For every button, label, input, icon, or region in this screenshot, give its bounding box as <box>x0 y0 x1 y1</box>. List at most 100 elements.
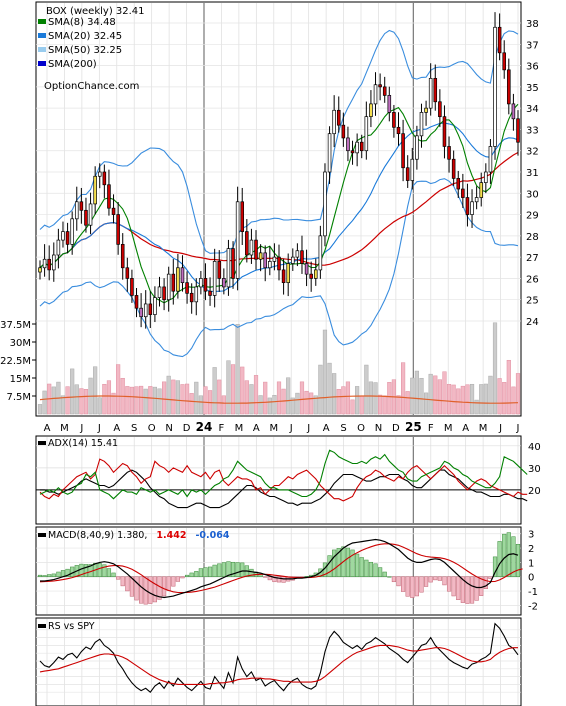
candle-body <box>392 112 396 128</box>
candle-body <box>378 84 382 88</box>
candle-body <box>309 273 313 279</box>
volume-bar <box>465 384 470 415</box>
macd-histogram-bar <box>157 576 162 600</box>
macd-histogram-bar <box>332 549 337 577</box>
volume-bar <box>70 368 75 415</box>
candle-body <box>171 273 176 292</box>
macd-histogram-bar <box>474 576 479 601</box>
macd-tick-label: 3 <box>528 530 534 541</box>
macd-histogram-bar <box>139 576 144 604</box>
volume-bar <box>290 397 295 415</box>
candle-body <box>291 256 295 264</box>
macd-histogram-bar <box>56 571 61 577</box>
candle-body <box>217 261 222 279</box>
price-axis-labels: 24 25 26 27 28 29 30 31 32 33 34 35 36 37 38 <box>526 19 539 328</box>
volume-bar <box>42 390 47 415</box>
macd-histogram-bar <box>497 541 502 577</box>
candle-body <box>74 201 79 220</box>
candle-body <box>180 267 185 284</box>
macd-histogram-bar <box>511 536 516 577</box>
candle-body <box>194 286 199 303</box>
volume-bar <box>345 381 351 415</box>
volume-bar <box>184 383 190 415</box>
volume-bar <box>423 392 429 415</box>
candle-body <box>419 112 424 137</box>
candle-body <box>56 239 61 256</box>
volume-bar <box>60 395 66 415</box>
price-candles <box>38 12 520 329</box>
candle-body <box>93 175 97 205</box>
candle-body <box>428 78 433 109</box>
macd-histogram-bar <box>148 576 153 604</box>
volume-bar <box>175 380 180 415</box>
volume-bar <box>437 379 442 415</box>
volume-bar <box>341 386 346 415</box>
rs-legend: RS vs SPY <box>48 621 95 632</box>
candle-body <box>97 171 102 177</box>
candle-body <box>516 118 520 143</box>
macd-histogram-bar <box>221 562 226 577</box>
volume-bar <box>152 386 157 415</box>
macd-histogram-bar <box>492 556 498 577</box>
macd-histogram-bar <box>79 563 84 577</box>
candle-body <box>438 101 442 118</box>
macd-histogram-bar <box>162 576 167 597</box>
candle-body <box>461 188 465 198</box>
volume-axis-labels: 37.5M 30M 22.5M 15M 7.5M <box>0 320 36 403</box>
candle-body <box>359 141 364 152</box>
adx-axis-labels: 20 30 40 <box>528 442 541 497</box>
candle-body <box>143 303 148 318</box>
rs-series-line <box>39 622 519 693</box>
candle-body <box>304 263 309 275</box>
candle-body <box>511 103 516 120</box>
candle-body <box>424 107 428 113</box>
macd-histogram-bar <box>515 544 521 577</box>
macd-histogram-bar <box>451 576 456 597</box>
candle-body <box>212 261 217 296</box>
x-tick-label: J <box>306 423 310 434</box>
macd-histogram-bar <box>180 576 185 579</box>
macd-histogram-bar <box>336 548 341 577</box>
macd-histogram-bar <box>387 576 392 578</box>
macd-histogram-bar <box>433 576 438 581</box>
macd-histogram <box>37 532 521 605</box>
price-tick-label: 34 <box>526 104 539 115</box>
macd-histogram-bar <box>364 559 369 577</box>
candle-body <box>470 201 474 215</box>
volume-bar <box>479 384 484 415</box>
macd-histogram-bar <box>350 549 355 577</box>
x-tick-label: N <box>375 423 382 434</box>
macd-histogram-bar <box>479 576 484 596</box>
macd-histogram-bar <box>217 563 222 577</box>
x-tick-label: J <box>498 423 502 434</box>
macd-tick-label: -1 <box>528 587 538 598</box>
rs-panel: RS vs SPY <box>35 617 522 706</box>
macd-histogram-bar <box>391 576 396 583</box>
volume-bar <box>272 395 277 415</box>
volume-bar <box>74 384 79 415</box>
macd-histogram-bar <box>423 576 429 587</box>
legend-swatch <box>38 624 46 628</box>
volume-bar <box>442 371 447 415</box>
macd-histogram-bar <box>47 574 52 577</box>
legend-items: SMA(8) 34.48 SMA(20) 32.45 SMA(50) 32.25 SM… <box>38 17 122 70</box>
macd-histogram-bar <box>276 576 282 583</box>
volume-bar <box>276 381 282 415</box>
x-tick-label: A <box>113 423 120 434</box>
macd-histogram-bar <box>263 576 268 578</box>
volume-bar <box>134 386 139 415</box>
macd-tick-label: 1 <box>528 558 534 569</box>
candle-body <box>107 184 111 209</box>
candle-body <box>323 171 327 237</box>
candle-body <box>226 248 231 288</box>
macd-histogram-bar <box>230 561 236 577</box>
macd-histogram-bar <box>396 576 401 587</box>
volume-bar <box>327 362 332 415</box>
macd-histogram-bar <box>249 568 254 577</box>
macd-histogram-bar <box>267 576 272 581</box>
candle-body <box>401 133 405 169</box>
candle-body <box>245 231 249 256</box>
candle-body <box>199 278 203 288</box>
volume-bar <box>492 322 498 415</box>
macd-histogram-bar <box>345 547 351 577</box>
